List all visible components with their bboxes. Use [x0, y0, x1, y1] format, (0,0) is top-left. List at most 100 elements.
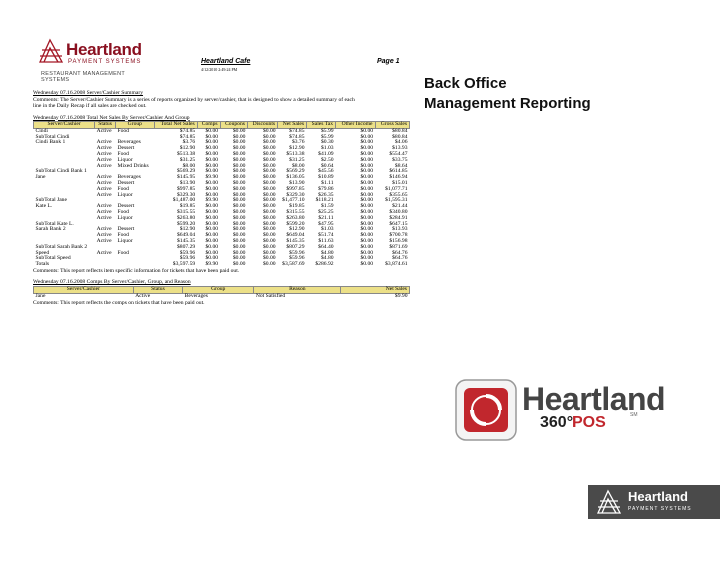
- comps-comments: Comments: This report reflects the comps…: [33, 299, 205, 306]
- table-cell: $64.40: [318, 243, 334, 250]
- table-cell: Active: [135, 292, 151, 299]
- table-row: Active Liquor $263.80 $0.00 $0.00 $0.00 $263.8…: [34, 214, 410, 222]
- table-cell: $0.00: [262, 255, 276, 262]
- table-cell: $0.00: [205, 150, 219, 157]
- table-row: Active Dessert $13.90 $0.00 $0.00 $0.00 $13.90…: [34, 179, 410, 187]
- table-cell: $0.00: [262, 133, 276, 140]
- back-office-line-2: Management Reporting: [424, 95, 591, 112]
- table-cell: $0.00: [205, 133, 219, 140]
- table-cell: $0.00: [205, 127, 219, 134]
- table-cell: $5.99: [320, 127, 334, 134]
- table-cell: Not Satisfied: [255, 292, 286, 299]
- table-cell: $5.99: [320, 133, 334, 140]
- table-cell: $997.85: [286, 185, 305, 192]
- table-cell: $0.00: [205, 168, 219, 175]
- table-cell: $1.03: [320, 226, 334, 233]
- table-cell: $569.29: [286, 168, 305, 175]
- table-cell: $0.00: [262, 237, 276, 244]
- table-cell: $31.25: [289, 156, 305, 163]
- table-cell: Food: [117, 185, 129, 192]
- table-cell: Cindi Bank 1: [35, 139, 66, 146]
- table-cell: $0.00: [232, 220, 246, 227]
- table-cell: $807.29: [176, 243, 196, 250]
- net-sales-header-cell: Gross Sales: [374, 121, 411, 129]
- table-cell: Dessert: [117, 145, 135, 152]
- table-cell: $0.00: [262, 249, 276, 256]
- table-cell: Liquor: [117, 156, 133, 163]
- table-cell: $0.00: [360, 203, 374, 210]
- table-cell: $0.00: [262, 203, 276, 210]
- table-cell: Active: [96, 185, 112, 192]
- table-cell: $0.00: [262, 214, 276, 221]
- table-cell: Jane: [35, 174, 46, 181]
- bottom-logo-wordmark: Heartland: [628, 489, 688, 504]
- table-cell: $0.00: [360, 220, 374, 227]
- table-cell: $8.64: [394, 162, 408, 169]
- table-cell: Active: [96, 127, 112, 134]
- table-cell: $0.00: [262, 174, 276, 181]
- table-cell: Active: [96, 232, 112, 239]
- table-cell: $284.91: [389, 214, 408, 221]
- table-cell: $74.85: [179, 133, 196, 140]
- comps-header-row: Server/Cashier Status Group Reason Net Sales: [33, 285, 410, 294]
- table-row: Cindi Active Food $74.85 $0.00 $0.00 $0.00 $74.…: [34, 128, 410, 134]
- table-cell: Food: [117, 249, 129, 256]
- table-cell: Active: [96, 191, 112, 198]
- table-cell: $0.00: [205, 203, 219, 210]
- table-cell: Dessert: [117, 203, 135, 210]
- table-cell: $0.00: [232, 243, 246, 250]
- table-cell: $0.00: [232, 133, 246, 140]
- heartland-logo: Heartland PAYMENT SYSTEMS RESTAURANT MAN…: [38, 38, 153, 83]
- table-cell: $41.09: [318, 150, 334, 157]
- table-cell: Beverages: [117, 174, 141, 181]
- table-row: Active Food $315.55 $0.00 $0.00 $0.00 $315.55 $…: [34, 208, 410, 216]
- table-cell: $0.00: [205, 237, 219, 244]
- table-cell: SubTotal Cindi: [35, 133, 70, 140]
- table-cell: $263.80: [286, 214, 305, 221]
- table-cell: $59.96: [289, 249, 305, 256]
- table-cell: $0.00: [232, 162, 246, 169]
- net-sales-header-row: Server/Cashier Status Group Total Net Sales…: [32, 121, 411, 129]
- table-cell: $0.00: [232, 127, 246, 134]
- table-cell: $1.03: [320, 145, 334, 152]
- table-cell: Dessert: [117, 179, 135, 186]
- table-cell: $0.00: [262, 162, 276, 169]
- table-cell: $145.35: [286, 237, 305, 244]
- table-row: Active Food $997.85 $0.00 $0.00 $0.00 $997.85 $…: [34, 185, 410, 193]
- table-cell: Active: [96, 156, 112, 163]
- summary-title: Wednesday 07.16.2008 Server/Cashier Summ…: [33, 90, 144, 96]
- table-cell: $0.00: [262, 185, 276, 192]
- table-cell: $0.00: [205, 139, 219, 146]
- back-office-line-1: Back Office: [424, 75, 507, 92]
- table-cell: $0.00: [360, 208, 374, 215]
- table-cell: $0.00: [232, 214, 246, 221]
- comps-header-cell: Server/Cashier: [33, 285, 134, 294]
- table-cell: $0.00: [232, 208, 246, 215]
- table-row: Totals $3,597.59 $9.90 $0.00 $0.00 $3,587.69 $…: [34, 261, 410, 268]
- table-cell: Totals: [35, 261, 50, 268]
- table-cell: $3.76: [291, 139, 305, 146]
- logo-wordmark: Heartland: [66, 40, 142, 59]
- heartland-360-wordmark: Heartland: [522, 381, 666, 417]
- table-cell: $0.00: [262, 220, 276, 227]
- table-cell: $0.00: [360, 174, 374, 181]
- service-mark: SM: [630, 412, 638, 418]
- table-cell: $136.05: [286, 174, 305, 181]
- table-cell: Active: [96, 214, 112, 221]
- table-cell: $64.76: [392, 249, 408, 256]
- table-cell: $0.00: [232, 203, 246, 210]
- table-cell: $0.00: [232, 237, 246, 244]
- comps-header-cell: Net Sales: [340, 285, 410, 294]
- table-row: SubTotal Sarah Bank 2 $807.29 $0.00 $0.00 $0…: [34, 243, 410, 251]
- table-row: Sarah Bank 2 Active Dessert $12.90 $0.00 $0.0…: [34, 227, 410, 233]
- table-row: Active Food $513.38 $0.00 $0.00 $0.00 $513.38 $…: [34, 150, 410, 158]
- heartland-pos-label: POS: [572, 414, 606, 431]
- table-cell: $80.84: [392, 133, 408, 140]
- table-cell: $0.00: [360, 255, 374, 262]
- table-cell: Active: [96, 237, 112, 244]
- table-cell: $1,487.00: [172, 197, 196, 204]
- table-row: Speed Active Food $59.96 $0.00 $0.00 $0.00 $59.…: [34, 249, 410, 257]
- table-cell: $12.90: [179, 226, 196, 233]
- table-row: Active Liquor $145.35 $0.00 $0.00 $0.00 $145.3…: [34, 237, 410, 245]
- table-cell: Active: [96, 139, 112, 146]
